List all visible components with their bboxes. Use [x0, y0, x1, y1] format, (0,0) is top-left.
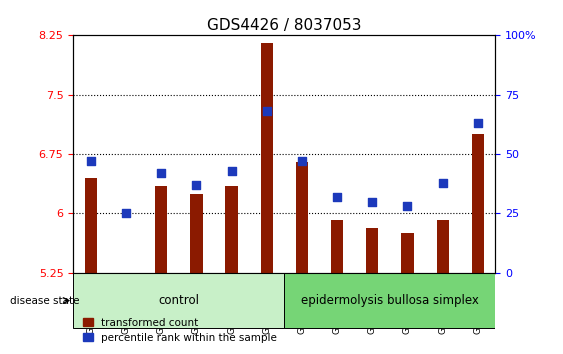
Bar	[84, 178, 97, 273]
Point	[368, 199, 377, 204]
Point	[157, 170, 166, 176]
Point	[122, 211, 131, 216]
Text: epidermolysis bullosa simplex: epidermolysis bullosa simplex	[301, 294, 479, 307]
Text: control: control	[158, 294, 199, 307]
Point	[333, 194, 342, 200]
FancyBboxPatch shape	[73, 273, 284, 329]
Point	[192, 182, 201, 188]
Point	[86, 158, 95, 164]
Bar	[436, 220, 449, 273]
Bar	[401, 233, 414, 273]
Bar	[472, 134, 484, 273]
Title: GDS4426 / 8037053: GDS4426 / 8037053	[207, 18, 361, 33]
Bar	[296, 162, 308, 273]
Bar	[120, 273, 132, 275]
Point	[403, 204, 412, 209]
Bar	[366, 228, 378, 273]
Point	[297, 158, 306, 164]
Bar	[155, 186, 167, 273]
Bar	[225, 186, 238, 273]
Bar	[331, 220, 343, 273]
Point	[262, 109, 271, 114]
Point	[227, 168, 236, 173]
Bar	[261, 43, 273, 273]
Text: disease state: disease state	[10, 296, 79, 306]
FancyBboxPatch shape	[284, 273, 495, 329]
Point	[473, 120, 482, 126]
Bar	[190, 194, 203, 273]
Legend: transformed count, percentile rank within the sample: transformed count, percentile rank withi…	[78, 314, 282, 347]
Point	[438, 180, 447, 185]
